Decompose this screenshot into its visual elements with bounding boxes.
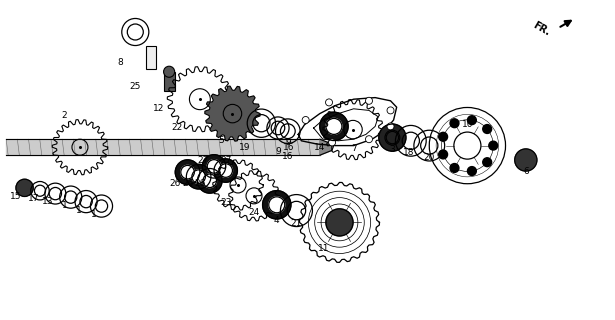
Circle shape (365, 136, 373, 143)
Text: 5: 5 (218, 136, 224, 145)
Text: 18: 18 (403, 148, 415, 157)
Text: 22: 22 (172, 124, 183, 132)
Circle shape (181, 165, 194, 179)
Text: 4: 4 (274, 216, 280, 225)
Text: 17: 17 (28, 194, 39, 203)
Bar (146, 46, 156, 69)
Polygon shape (320, 139, 332, 155)
Circle shape (214, 159, 237, 182)
Text: 19: 19 (239, 143, 250, 152)
Text: 23: 23 (220, 198, 231, 207)
Circle shape (164, 66, 175, 77)
Circle shape (207, 160, 221, 173)
Text: 11: 11 (318, 244, 329, 253)
Text: 16: 16 (282, 152, 293, 161)
Circle shape (489, 141, 498, 150)
Circle shape (328, 139, 336, 146)
Text: 26: 26 (194, 180, 205, 188)
Text: 1: 1 (90, 210, 97, 219)
Circle shape (387, 107, 394, 114)
Text: 10: 10 (462, 120, 473, 129)
Circle shape (438, 150, 448, 159)
Circle shape (483, 124, 491, 133)
Circle shape (326, 209, 353, 236)
Text: 21: 21 (291, 220, 302, 228)
Text: 25: 25 (130, 82, 141, 91)
Circle shape (365, 97, 373, 104)
Circle shape (515, 149, 537, 171)
Text: 16: 16 (284, 143, 295, 152)
Text: 7: 7 (351, 144, 357, 153)
Circle shape (263, 191, 291, 219)
Circle shape (219, 164, 232, 177)
Polygon shape (205, 86, 260, 141)
Circle shape (467, 116, 476, 124)
Circle shape (302, 116, 309, 124)
Circle shape (450, 119, 459, 128)
Text: 20: 20 (424, 153, 435, 162)
Text: 2: 2 (62, 111, 68, 120)
Circle shape (175, 160, 200, 184)
Text: 9: 9 (285, 138, 291, 147)
Text: 14: 14 (314, 143, 325, 152)
Bar (164, 72, 175, 92)
Text: 26: 26 (182, 180, 193, 188)
Circle shape (325, 99, 333, 106)
Circle shape (483, 158, 491, 167)
Circle shape (320, 112, 348, 140)
Circle shape (192, 170, 205, 183)
Circle shape (16, 179, 33, 196)
Text: 1: 1 (76, 206, 82, 215)
Circle shape (202, 155, 226, 178)
Circle shape (269, 197, 285, 213)
Circle shape (203, 174, 216, 188)
Text: 1: 1 (62, 201, 68, 210)
Text: 24: 24 (248, 208, 260, 217)
Text: 27: 27 (220, 156, 231, 165)
Text: 15: 15 (10, 192, 21, 201)
Circle shape (467, 167, 476, 175)
Text: 26: 26 (170, 180, 181, 188)
Text: 13: 13 (42, 197, 54, 206)
Circle shape (438, 132, 448, 141)
Text: 3: 3 (389, 145, 395, 154)
Text: 27: 27 (197, 156, 208, 165)
Text: 9: 9 (275, 148, 281, 156)
Text: FR.: FR. (531, 20, 552, 38)
Circle shape (186, 164, 211, 189)
Circle shape (197, 169, 222, 193)
Circle shape (379, 124, 406, 151)
Circle shape (450, 164, 459, 172)
Text: 8: 8 (117, 58, 123, 67)
Text: 12: 12 (153, 104, 164, 113)
Text: 6: 6 (523, 167, 529, 176)
Circle shape (387, 123, 394, 130)
Circle shape (326, 118, 342, 134)
